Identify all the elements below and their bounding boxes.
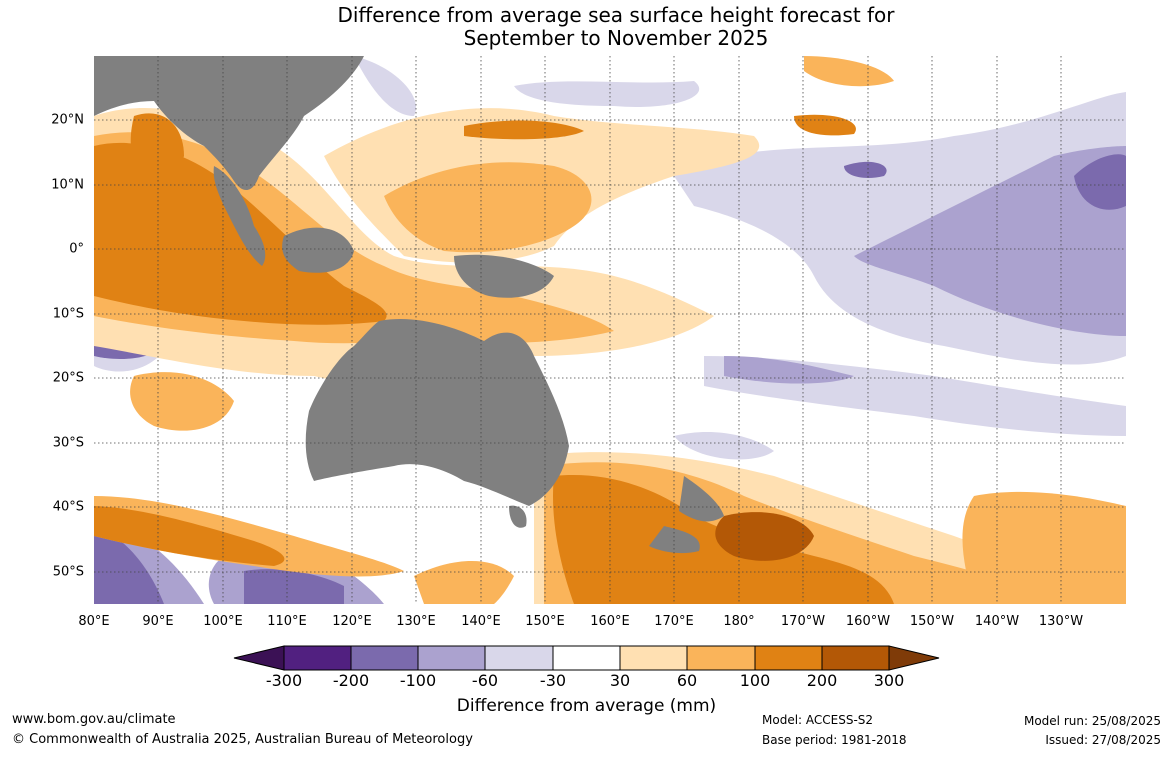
title-line-2: September to November 2025 (463, 26, 769, 50)
colorbar-segment (484, 645, 554, 671)
lon-label-120e: 120°E (332, 614, 372, 629)
lat-label-20s: 20°S (52, 370, 84, 386)
map-svg (94, 56, 1126, 604)
colorbar-segment (821, 645, 890, 671)
lat-label-30s: 30°S (52, 435, 84, 451)
title-line-1: Difference from average sea surface heig… (337, 3, 895, 27)
graticule (94, 56, 1126, 604)
lat-label-50s: 50°S (52, 564, 84, 580)
lat-label-10n: 10°N (51, 177, 84, 193)
lon-label-140e: 140°E (461, 614, 501, 629)
footer-copyright: © Commonwealth of Australia 2025, Austra… (12, 732, 473, 747)
lon-label-140w: 140°W (974, 614, 1020, 629)
lon-label-160e: 160°E (590, 614, 630, 629)
colorbar-segment (552, 645, 621, 671)
colorbar-segment (350, 645, 419, 671)
lon-label-90e: 90°E (142, 614, 174, 629)
lon-label-130e: 130°E (396, 614, 436, 629)
footer-url[interactable]: www.bom.gov.au/climate (12, 712, 176, 727)
colorbar-segment (283, 645, 352, 671)
footer-model: Model: ACCESS-S2 (762, 713, 874, 727)
lat-label-20n: 20°N (51, 112, 84, 128)
malay-peninsula (213, 166, 266, 266)
lon-label-110e: 110°E (267, 614, 307, 629)
lon-label-180: 180° (723, 614, 755, 629)
colorbar-tick: -30 (539, 671, 567, 690)
colorbar-tick: -300 (265, 671, 303, 690)
map-area (94, 56, 1126, 604)
lon-label-150e: 150°E (525, 614, 565, 629)
colorbar-tick: -200 (332, 671, 370, 690)
lat-label-0: 0° (69, 241, 84, 257)
lon-label-130w: 130°W (1038, 614, 1084, 629)
colorbar-segment (619, 645, 688, 671)
colorbar-tick: 300 (873, 671, 905, 690)
colorbar-arrow-high (888, 645, 940, 671)
lat-label-40s: 40°S (52, 499, 84, 515)
borneo (282, 227, 354, 273)
new-guinea (454, 254, 554, 298)
lon-label-170w: 170°W (780, 614, 826, 629)
colorbar-arrow-low (233, 645, 285, 671)
land-mass (94, 56, 724, 554)
colorbar (233, 645, 940, 671)
colorbar-segment (754, 645, 823, 671)
colorbar-title: Difference from average (mm) (456, 696, 717, 716)
colorbar-segment (686, 645, 756, 671)
tasmania (509, 505, 527, 528)
new-zealand-south (649, 526, 700, 554)
colorbar-tick: -100 (399, 671, 437, 690)
footer-issued: Issued: 27/08/2025 (1045, 733, 1161, 747)
lat-label-10s: 10°S (52, 306, 84, 322)
footer-base-period: Base period: 1981-2018 (762, 733, 907, 747)
colorbar-tick: 200 (806, 671, 838, 690)
colorbar-tick: 60 (676, 671, 698, 690)
colorbar-segment (417, 645, 486, 671)
colorbar-tick: -60 (471, 671, 499, 690)
lon-label-160w: 160°W (845, 614, 891, 629)
asia-landmass (94, 56, 364, 191)
map-title: Difference from average sea surface heig… (0, 4, 1173, 50)
colorbar-tick: 30 (609, 671, 631, 690)
lon-label-80e: 80°E (78, 614, 110, 629)
lon-label-170e: 170°E (654, 614, 694, 629)
new-zealand-north (679, 476, 724, 522)
colorbar-tick: 100 (739, 671, 771, 690)
lon-label-100e: 100°E (203, 614, 243, 629)
australia-landmass (305, 318, 569, 506)
footer-model-run: Model run: 25/08/2025 (1023, 714, 1161, 728)
lon-label-150w: 150°W (909, 614, 955, 629)
